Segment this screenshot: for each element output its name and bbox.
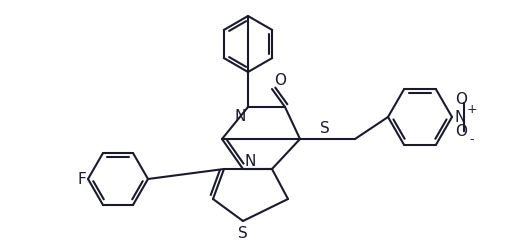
- Text: N: N: [235, 108, 246, 124]
- Text: N: N: [245, 154, 256, 168]
- Text: -: -: [469, 133, 474, 146]
- Text: S: S: [320, 120, 330, 136]
- Text: F: F: [77, 172, 86, 187]
- Text: O: O: [455, 92, 467, 107]
- Text: O: O: [455, 124, 467, 139]
- Text: S: S: [238, 225, 248, 240]
- Text: N: N: [455, 110, 466, 125]
- Text: +: +: [467, 103, 478, 116]
- Text: O: O: [274, 73, 286, 88]
